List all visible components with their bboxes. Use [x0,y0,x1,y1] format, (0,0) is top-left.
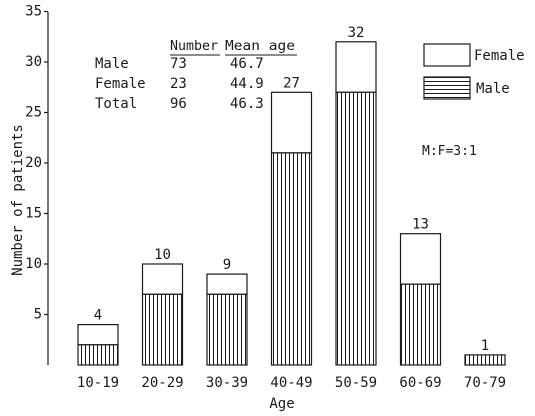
summary-row-total-number: 96 [170,96,187,112]
bar-total-labels: 4 10 9 27 32 13 1 [94,25,489,354]
legend-female-swatch [423,43,471,67]
x-tick-label: 30-39 [206,375,248,391]
summary-row-female-number: 23 [170,76,187,92]
bar-segment-female [399,233,442,285]
legend-male-label: Male [476,81,510,97]
x-tick-label: 40-49 [270,375,312,391]
bar-segment-male [141,293,184,366]
legend-male-swatch [423,76,471,100]
ratio-note: M:F=3:1 [422,144,477,159]
y-tick-label: 15 [25,206,42,222]
bar-total-label: 1 [481,338,489,354]
bars-group [77,41,506,366]
bar-segment-female [77,324,119,346]
bar-total-label: 27 [283,75,300,91]
y-tick-label: 10 [25,256,42,272]
y-axis-label: Number of patients [10,124,26,276]
x-axis-label: Age [269,396,294,412]
legend-female-label: Female [474,48,525,64]
bar-segment-male [206,293,248,366]
bar-segment-male [270,152,313,366]
bar-total-label: 4 [94,308,102,324]
summary-table: Number Mean age Male 73 46.7 Female 23 4… [95,39,297,112]
bar-total-label: 32 [348,25,365,41]
bar-segment-male [335,91,377,366]
y-tick-label: 25 [25,105,42,121]
y-tick-label: 20 [25,155,42,171]
x-axis-tick-labels: 10-19 20-29 30-39 40-49 50-59 60-69 70-79 [77,375,506,391]
bar-segment-male [399,283,442,366]
y-axis-ticks: 5 10 15 20 25 30 35 [25,4,48,323]
bar-segment-male [77,344,119,366]
y-tick-label: 5 [34,307,42,323]
bar-segment-female [206,273,248,295]
summary-row-total-mean: 46.3 [230,96,264,112]
bar-segment-male [464,354,506,366]
summary-row-female-mean: 44.9 [230,76,264,92]
bar-segment-female [335,41,377,93]
summary-row-total-label: Total [95,96,137,112]
bar-total-label: 9 [223,257,231,273]
summary-row-male-number: 73 [170,56,187,72]
legend: Female Male [423,43,525,100]
summary-row-male-label: Male [95,56,129,72]
y-tick-label: 35 [25,4,42,20]
x-tick-label: 70-79 [464,375,506,391]
bar-total-label: 10 [154,247,171,263]
y-tick-label: 30 [25,54,42,70]
x-tick-label: 20-29 [141,375,183,391]
x-tick-label: 50-59 [335,375,377,391]
summary-row-male-mean: 46.7 [230,56,264,72]
summary-row-female-label: Female [95,76,146,92]
x-tick-label: 60-69 [399,375,441,391]
bar-total-label: 13 [412,217,429,233]
x-tick-label: 10-19 [77,375,119,391]
summary-header-mean-age: Mean age [225,39,295,54]
bar-segment-female [270,91,313,154]
bar-segment-female [141,263,184,295]
summary-header-number: Number [170,39,218,54]
